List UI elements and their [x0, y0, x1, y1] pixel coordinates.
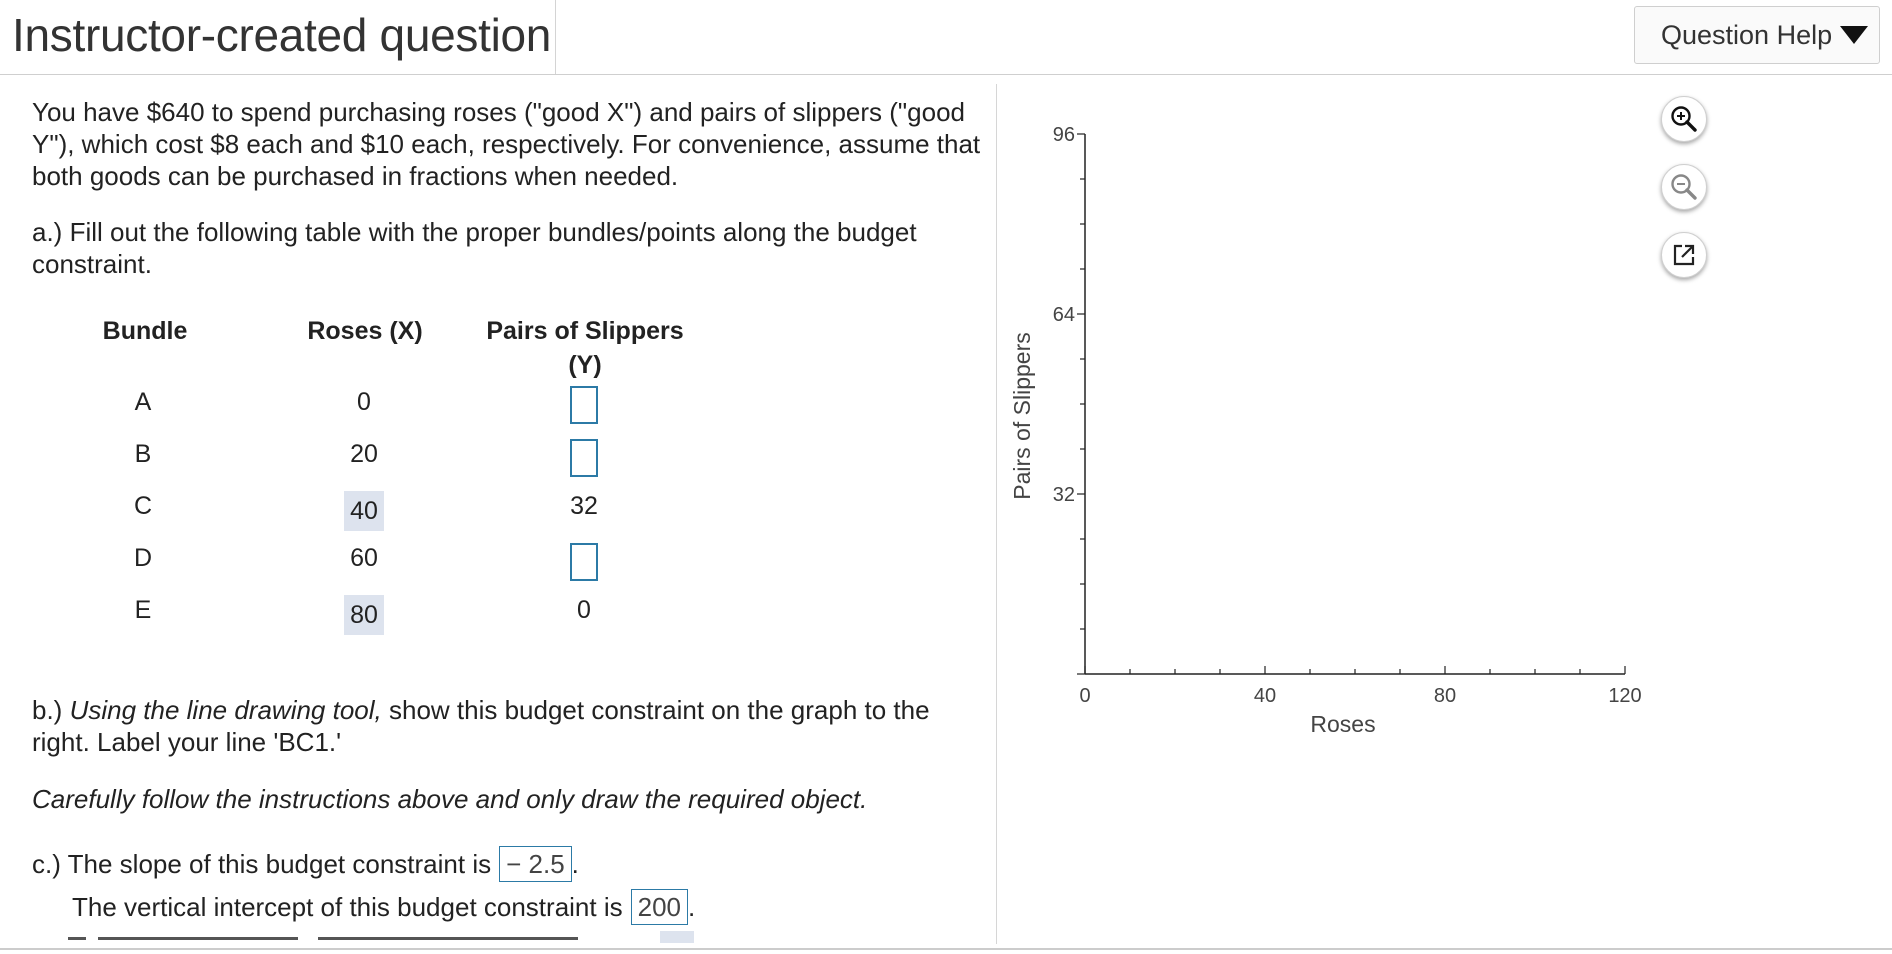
- table-cell-roses: 60: [350, 544, 378, 572]
- zoom-in-button[interactable]: [1661, 96, 1707, 142]
- caret-down-icon: [1840, 26, 1869, 44]
- part-c-slope-line: c.) The slope of this budget constraint …: [32, 846, 579, 882]
- vertical-intercept-answer-field[interactable]: 200: [630, 889, 688, 925]
- table-header-roses: Roses (X): [307, 317, 423, 345]
- x-tick-label: 40: [1254, 685, 1276, 707]
- x-tick-label: 0: [1079, 685, 1090, 707]
- table-cell-bundle: D: [133, 544, 153, 572]
- roses-answer-e-value: 80: [344, 595, 384, 635]
- roses-answer-c-value: 40: [344, 491, 384, 531]
- question-panel: You have $640 to spend purchasing roses …: [0, 76, 996, 946]
- popout-button[interactable]: [1661, 232, 1707, 278]
- slippers-input-b[interactable]: [570, 439, 598, 477]
- popout-icon: [1673, 244, 1695, 266]
- zoom-out-button[interactable]: [1661, 164, 1707, 210]
- graph-panel: 0 40 80 120 32 64 96 Roses Pairs of Slippers: [1000, 76, 1892, 946]
- page-title: Instructor-created question: [12, 9, 552, 61]
- roses-answer-e[interactable]: 80: [324, 595, 404, 635]
- roses-answer-c[interactable]: 40: [324, 491, 404, 531]
- part-b-emphasis: Using the line drawing tool,: [69, 695, 382, 725]
- zoom-out-icon: [1671, 174, 1697, 200]
- y-tick-label: 64: [1053, 304, 1075, 326]
- table-cell-bundle: A: [134, 388, 152, 416]
- y-axis-label: Pairs of Slippers: [1009, 332, 1035, 499]
- panel-divider: [996, 84, 997, 944]
- slope-label: c.) The slope of this budget constraint …: [32, 849, 492, 879]
- slippers-input-a[interactable]: [570, 386, 598, 424]
- budget-graph[interactable]: 0 40 80 120 32 64 96 Roses Pairs of Slippers: [1000, 76, 1892, 946]
- vertical-intercept-label: The vertical intercept of this budget co…: [72, 892, 623, 922]
- x-tick-label: 120: [1608, 685, 1641, 707]
- question-help-label: Question Help: [1661, 19, 1833, 50]
- table-header-bundle: Bundle: [102, 317, 188, 345]
- x-tick-label: 80: [1434, 685, 1456, 707]
- table-header-slippers: Pairs of Slippers (Y): [486, 317, 684, 379]
- table-cell-roses: 0: [357, 388, 371, 416]
- question-intro: You have $640 to spend purchasing roses …: [32, 97, 981, 191]
- part-c-vint-line: The vertical intercept of this budget co…: [72, 889, 695, 925]
- zoom-in-icon: [1671, 106, 1697, 132]
- question-help-button[interactable]: Question Help: [1634, 6, 1880, 64]
- question-header: Instructor-created question Question Hel…: [0, 0, 1892, 75]
- slippers-input-d[interactable]: [570, 543, 598, 581]
- table-cell-bundle: E: [134, 596, 152, 624]
- bottom-rule: [0, 948, 1892, 950]
- table-cell-bundle: C: [133, 492, 153, 520]
- table-cell-slippers: 0: [577, 596, 591, 624]
- part-b-prefix: b.): [32, 695, 70, 725]
- y-tick-label: 32: [1053, 484, 1075, 506]
- x-axis-label: Roses: [1310, 711, 1375, 737]
- part-b-text: b.) Using the line drawing tool, show th…: [32, 694, 992, 758]
- clipped-text-line: [68, 931, 694, 943]
- part-b-rest: show this budget constraint on the graph…: [32, 695, 930, 757]
- table-cell-slippers: 32: [570, 492, 598, 520]
- table-cell-roses: 20: [350, 440, 378, 468]
- instruction-note: Carefully follow the instructions above …: [32, 784, 868, 814]
- header-divider: [555, 0, 556, 74]
- table-cell-bundle: B: [134, 440, 152, 468]
- slope-answer-field[interactable]: − 2.5: [499, 846, 572, 882]
- y-tick-label: 96: [1053, 124, 1075, 146]
- part-a-text: a.) Fill out the following table with th…: [32, 217, 917, 279]
